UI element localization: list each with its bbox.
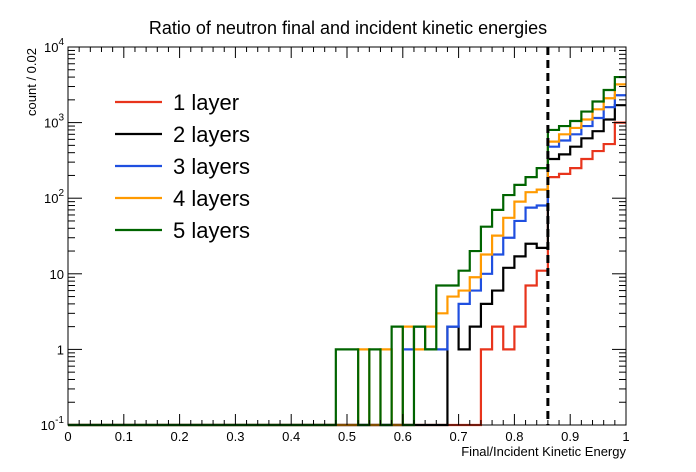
x-tick-label: 0.6 [394, 429, 412, 444]
y-tick-label: 103 [44, 113, 64, 131]
series-line-3 [68, 94, 626, 427]
plot-frame [67, 46, 627, 426]
y-tick-label: 102 [44, 188, 64, 206]
x-tick-label: 0.5 [338, 429, 356, 444]
x-tick-label: 0.3 [226, 429, 244, 444]
x-tick-label: 0 [64, 429, 71, 444]
series-line-5 [68, 75, 626, 427]
x-axis-title: Final/Incident Kinetic Energy [461, 444, 626, 459]
y-tick-label: 1 [57, 342, 64, 357]
y-axis-title: count / 0.02 [24, 48, 39, 116]
legend-label-4: 4 layers [173, 186, 250, 211]
legend-label-2: 2 layers [173, 122, 250, 147]
x-tick-label: 0.7 [450, 429, 468, 444]
series-layer [68, 75, 626, 427]
y-tick-label: 10-1 [41, 415, 65, 433]
legend-label-5: 5 layers [173, 218, 250, 243]
x-tick-label: 0.8 [505, 429, 523, 444]
y-tick-label: 104 [44, 37, 64, 55]
legend-label-1: 1 layer [173, 90, 239, 115]
x-tick-label: 0.9 [561, 429, 579, 444]
legend: 1 layer 2 layers 3 layers 4 layers 5 layers [115, 90, 250, 243]
x-tick-label: 0.4 [282, 429, 300, 444]
x-tick-label: 1 [622, 429, 629, 444]
series-line-4 [68, 83, 626, 427]
series-line-2 [68, 104, 626, 427]
axes-layer: 0 0.1 0.2 0.3 0.4 0.5 0.6 0.7 0.8 0.9 1 10-1 1 10 102 1… [41, 37, 630, 444]
legend-label-3: 3 layers [173, 154, 250, 179]
x-tick-label: 0.2 [171, 429, 189, 444]
x-tick-label: 0.1 [115, 429, 133, 444]
chart-title: Ratio of neutron final and incident kine… [149, 18, 547, 38]
y-tick-label: 10 [50, 267, 64, 282]
